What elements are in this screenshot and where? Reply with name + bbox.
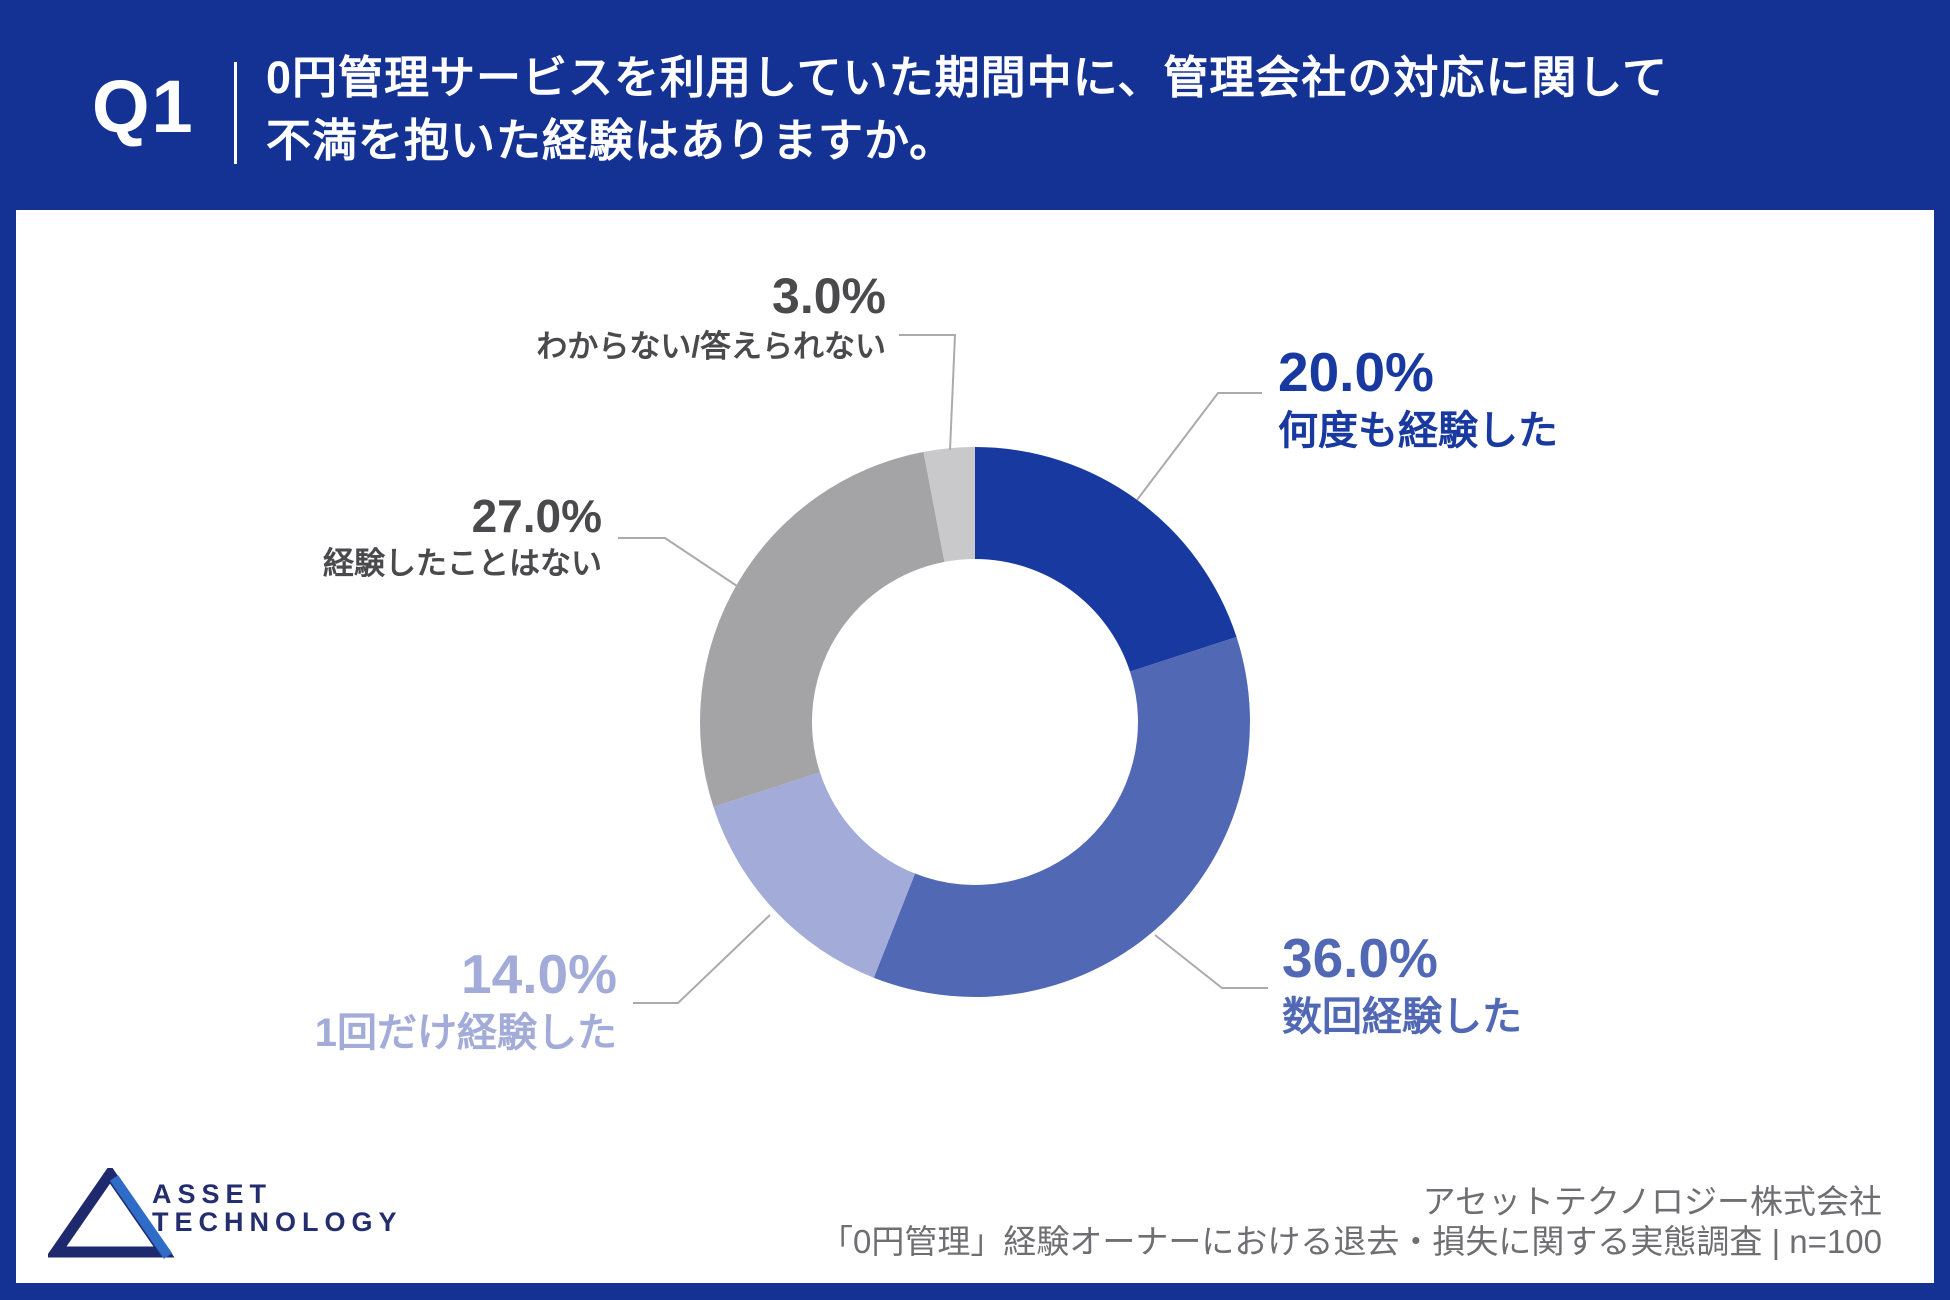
header-divider <box>234 62 237 164</box>
slice-pct-never: 27.0% <box>471 490 602 542</box>
logo-line1: ASSET <box>152 1179 273 1209</box>
slice-label-many-times: 20.0% 何度も経験した <box>1278 341 1558 455</box>
slice-cat-never: 経験したことはない <box>323 546 602 582</box>
question-number: Q1 <box>92 65 195 148</box>
slice-label-once: 14.0% 1回だけ経験した <box>314 943 617 1057</box>
company-logo: ASSET TECHNOLOGY <box>48 1164 468 1274</box>
logo-triangle-icon <box>48 1168 175 1259</box>
slice-pct-many-times: 20.0% <box>1278 341 1434 403</box>
survey-source: 「0円管理」経験オーナーにおける退去・損失に関する実態調査 | n=100 <box>820 1223 1882 1260</box>
slice-pct-several-times: 36.0% <box>1282 927 1438 989</box>
company-name: アセットテクノロジー株式会社 <box>1422 1183 1882 1220</box>
slice-cat-unknown: わからない/答えられない <box>536 328 886 364</box>
chart-card <box>16 210 1934 1283</box>
question-title-line1: 0円管理サービスを利用していた期間中に、管理会社の対応に関して <box>266 52 1668 103</box>
question-title-line2: 不満を抱いた経験はありますか。 <box>266 115 956 166</box>
survey-attribution: アセットテクノロジー株式会社 「0円管理」経験オーナーにおける退去・損失に関する… <box>820 1182 1882 1262</box>
slice-cat-many-times: 何度も経験した <box>1278 408 1558 453</box>
slice-label-several-times: 36.0% 数回経験した <box>1282 927 1522 1041</box>
question-title: 0円管理サービスを利用していた期間中に、管理会社の対応に関して 不満を抱いた経験… <box>266 46 1668 172</box>
slice-label-unknown: 3.0% わからない/答えられない <box>536 270 886 365</box>
slice-pct-unknown: 3.0% <box>772 268 886 324</box>
slice-label-never: 27.0% 経験したことはない <box>323 492 602 582</box>
slice-cat-several-times: 数回経験した <box>1282 994 1522 1039</box>
slice-pct-once: 14.0% <box>461 943 617 1005</box>
slice-cat-once: 1回だけ経験した <box>314 1010 617 1055</box>
logo-wordmark: ASSET TECHNOLOGY <box>152 1180 403 1236</box>
logo-line2: TECHNOLOGY <box>152 1207 403 1237</box>
